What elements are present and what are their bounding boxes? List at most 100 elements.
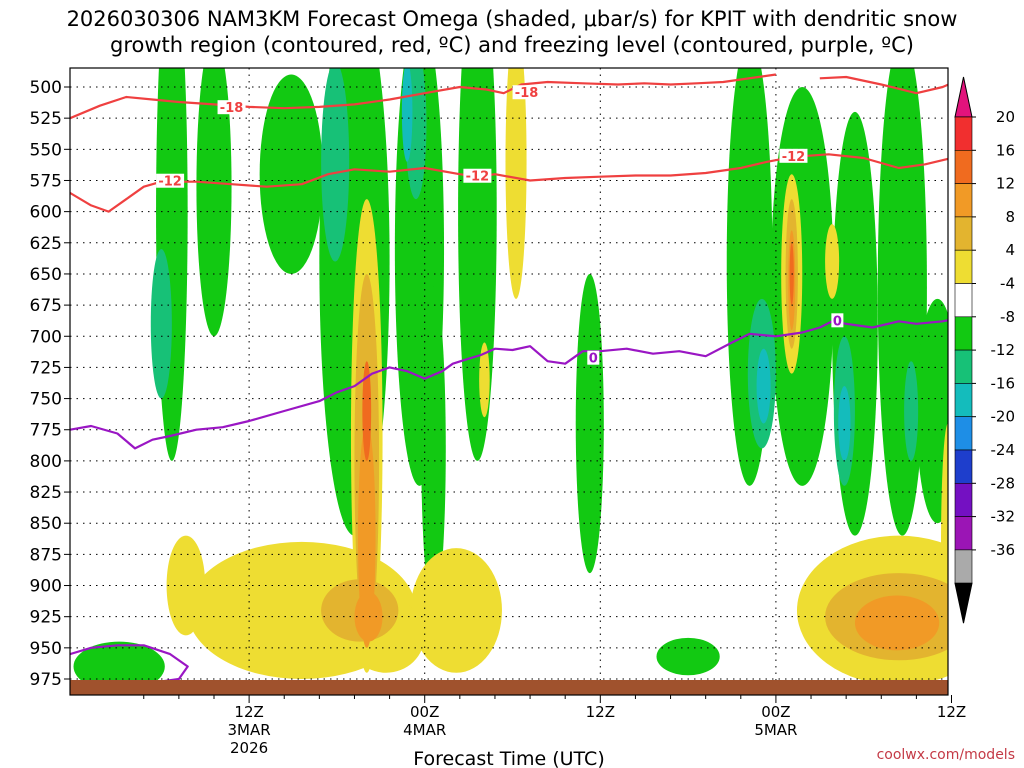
y-tick-label-575: 575 (30, 171, 62, 191)
colorbar-band-12 (954, 482, 973, 517)
omega-region-neg8-2 (150, 249, 172, 399)
y-tick-label-675: 675 (30, 296, 62, 316)
x-tick-day-1: 4MAR (403, 721, 446, 739)
omega-region-neg8-0 (321, 68, 350, 262)
contour-line-1 (819, 75, 948, 95)
omega-region-neg4-1 (196, 68, 232, 337)
omega-region-4-4 (166, 535, 206, 636)
temperature-contours: -18 -18 -12 -12 -12 0 0 (70, 73, 948, 689)
x-tick-day-3: 5MAR (754, 721, 797, 739)
colorbar-bottom-arrow (954, 582, 973, 624)
x-tick-label-4: 12Z (937, 703, 966, 721)
colorbar-label-11: -28 (991, 474, 1016, 492)
contour-label-bg-0-1 (512, 85, 541, 100)
colorbar-band-11 (954, 449, 973, 484)
credit-text: coolwx.com/models (877, 747, 1015, 763)
colorbar-top-arrow (954, 76, 973, 118)
y-tick-label-525: 525 (30, 109, 62, 129)
colorbar-band-3 (954, 183, 973, 218)
omega-region-12-0 (357, 423, 376, 648)
y-tick-label-800: 800 (30, 452, 62, 472)
y-tick-label-650: 650 (30, 265, 62, 285)
contour-label-3-1: 0 (833, 314, 842, 329)
omega-region-neg4-2 (259, 74, 323, 274)
omega-region-neg12-0 (401, 68, 413, 162)
colorbar-label-3: 8 (1005, 208, 1015, 226)
contour-label-bg-2-2 (779, 148, 808, 163)
y-tick-label-975: 975 (30, 670, 62, 690)
colorbar-band-4 (954, 216, 973, 251)
colorbar-band-7 (954, 316, 973, 351)
chart-title-line1: 2026030306 NAM3KM Forecast Omega (shaded… (67, 7, 958, 31)
contour-label-3-0: 0 (589, 352, 598, 367)
colorbar-band-13 (954, 516, 973, 551)
y-tick-label-725: 725 (30, 358, 62, 378)
contour-line-2 (70, 153, 948, 213)
x-tick-label-2: 12Z (586, 703, 615, 721)
x-tick-label-1: 00Z (410, 703, 439, 721)
colorbar-band-14 (954, 549, 973, 584)
y-tick-label-875: 875 (30, 545, 62, 565)
omega-region-neg4-6 (421, 286, 446, 611)
omega-region-neg4-11 (770, 87, 834, 486)
colorbar-label-1: 16 (996, 141, 1015, 159)
y-tick-label-950: 950 (30, 639, 62, 659)
y-tick-label-925: 925 (30, 608, 62, 628)
omega-shading (73, 68, 948, 692)
colorbar-band-10 (954, 416, 973, 451)
colorbar-label-10: -24 (991, 441, 1016, 459)
colorbar-label-12: -32 (991, 508, 1016, 526)
colorbar-band-2 (954, 150, 973, 184)
y-tick-label-775: 775 (30, 421, 62, 441)
omega-region-neg4-8 (656, 637, 720, 676)
y-tick-label-750: 750 (30, 390, 62, 410)
omega-region-12-2 (854, 595, 940, 651)
colorbar-band-1 (954, 116, 973, 151)
contour-line-0 (70, 73, 777, 120)
contour-label-2-1: -12 (466, 170, 490, 185)
grid-lines (70, 68, 948, 695)
contour-label-bg-0-0 (217, 100, 246, 115)
x-tick-label-0: 12Z (234, 703, 263, 721)
contour-label-bg-3-0 (587, 350, 600, 365)
omega-region-neg4-14 (916, 298, 948, 524)
colorbar-band-5 (954, 249, 973, 284)
y-tick-label-625: 625 (30, 234, 62, 254)
colorbar-label-5: -4 (1000, 275, 1015, 293)
contour-label-bg-3-1 (831, 313, 844, 328)
x-axis-label: Forecast Time (UTC) (413, 748, 604, 768)
colorbar-band-8 (954, 349, 973, 384)
chart-title-line2: growth region (contoured, red, ºC) and f… (110, 33, 914, 57)
omega-region-4-2 (410, 548, 502, 673)
contour-label-0-1: -18 (515, 86, 539, 101)
colorbar-label-8: -16 (991, 374, 1016, 392)
y-axis-ticks: 500 525 550 575 600 625 650 675 700 725 750 775 800 8… (30, 78, 70, 690)
y-tick-label-500: 500 (30, 78, 62, 98)
contour-label-bg-2-0 (156, 173, 185, 188)
contour-label-bg-2-1 (463, 168, 492, 183)
colorbar-band-9 (954, 383, 973, 417)
omega-region-neg12-1 (756, 348, 771, 424)
terrain-ground-strip (70, 680, 948, 695)
y-tick-label-700: 700 (30, 327, 62, 347)
colorbar-label-7: -12 (991, 341, 1016, 359)
colorbar-label-0: 20 (996, 108, 1015, 126)
colorbar: 20 16 12 8 4 -4 -8 -12 -16 -20 -24 -28 -32 -36 (954, 76, 1016, 624)
contour-label-2-2: -12 (782, 150, 806, 165)
colorbar-label-2: 12 (996, 175, 1015, 193)
omega-region-16-0 (362, 361, 372, 461)
x-tick-day-0: 3MAR (228, 721, 271, 739)
plot-frame (69, 67, 949, 696)
contour-label-2-0: -12 (158, 175, 182, 190)
contour-line-3 (70, 319, 948, 450)
omega-region-neg8-6 (904, 361, 919, 461)
omega-region-neg12-2 (838, 386, 851, 461)
omega-region-4-3 (505, 68, 527, 299)
y-tick-label-900: 900 (30, 577, 62, 597)
colorbar-label-9: -20 (991, 408, 1016, 426)
omega-region-4-8 (825, 224, 840, 299)
y-tick-label-850: 850 (30, 514, 62, 534)
x-tick-label-3: 00Z (761, 703, 790, 721)
